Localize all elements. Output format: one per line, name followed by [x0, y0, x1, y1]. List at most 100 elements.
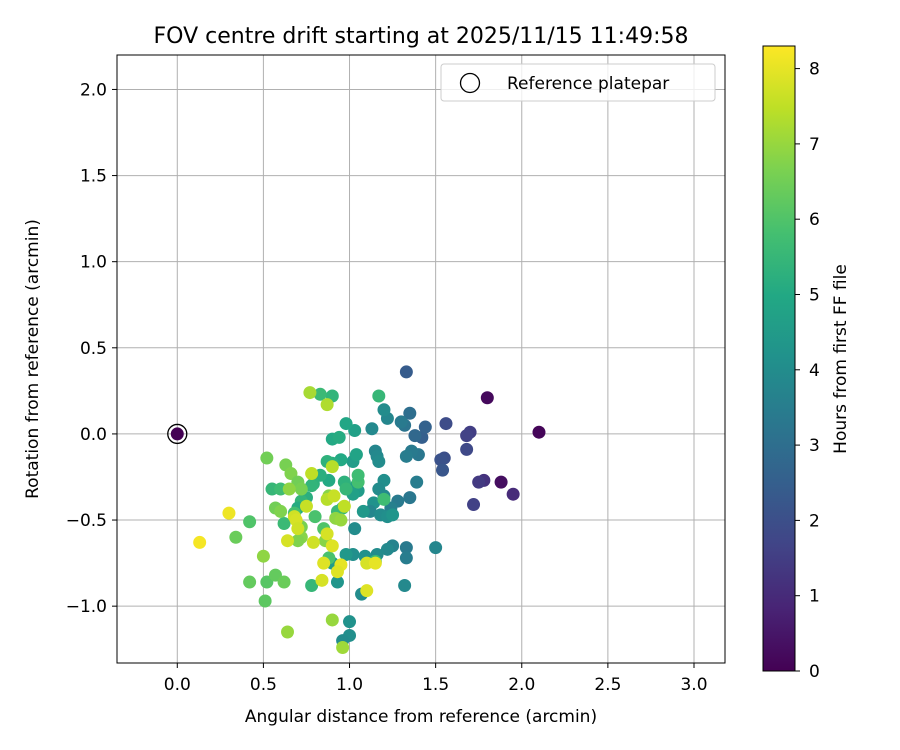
x-tick-label: 0.5 — [250, 675, 277, 695]
colorbar-tick-label: 1 — [809, 587, 820, 607]
data-point — [398, 578, 412, 592]
y-axis-ticks: −1.0 −0.5 0.0 0.5 1.0 1.5 2.0 — [66, 80, 117, 617]
colorbar-label: Hours from first FF file — [831, 264, 851, 454]
data-point — [313, 387, 327, 401]
colorbar-tick-label: 7 — [809, 135, 820, 155]
colorbar — [762, 45, 796, 672]
y-tick-label: 0.0 — [80, 425, 107, 445]
data-point — [351, 468, 365, 482]
legend: Reference platepar — [440, 63, 716, 102]
data-point — [274, 504, 288, 518]
data-point — [377, 403, 391, 417]
data-point — [356, 504, 370, 518]
x-axis-label: Angular distance from reference (arcmin) — [245, 707, 597, 727]
x-tick-label: 0.0 — [164, 675, 191, 695]
data-point — [394, 415, 408, 429]
data-point — [277, 516, 291, 530]
legend-reference-marker — [459, 72, 481, 94]
data-point — [281, 534, 295, 548]
x-tick-label: 2.0 — [508, 675, 535, 695]
legend-box — [440, 63, 716, 102]
data-point — [349, 448, 363, 462]
colorbar-tick-label: 8 — [809, 60, 820, 80]
data-point — [386, 508, 400, 522]
y-tick-label: −0.5 — [66, 511, 107, 531]
data-point — [436, 463, 450, 477]
reference-point-ring — [167, 423, 188, 445]
data-point — [372, 389, 386, 403]
data-point — [291, 522, 305, 536]
data-point — [258, 594, 272, 608]
data-point — [343, 615, 357, 629]
colorbar-tick-label: 2 — [809, 511, 820, 531]
data-point — [243, 515, 257, 529]
data-point — [460, 429, 474, 443]
data-point — [305, 467, 319, 481]
data-point — [339, 417, 353, 431]
data-point — [305, 578, 319, 592]
data-point — [260, 451, 274, 465]
x-axis-ticks: 0.0 0.5 1.0 1.5 2.0 2.5 3.0 — [164, 663, 708, 695]
data-point — [337, 499, 351, 513]
data-point — [403, 406, 417, 420]
data-point — [348, 522, 362, 536]
plot-frame — [116, 54, 726, 664]
data-point — [320, 398, 334, 412]
data-point — [325, 613, 339, 627]
data-point — [380, 542, 394, 556]
data-point — [330, 565, 344, 579]
data-point — [403, 491, 417, 505]
chart-title: FOV centre drift starting at 2025/11/15 … — [154, 24, 689, 49]
scatter-points — [193, 365, 546, 654]
y-tick-label: −1.0 — [66, 597, 107, 617]
reference-marker — [167, 423, 188, 445]
data-point — [339, 482, 353, 496]
data-point — [327, 489, 341, 503]
data-point — [243, 575, 257, 589]
data-point — [277, 575, 291, 589]
data-point — [291, 534, 305, 548]
y-axis-label: Rotation from reference (arcmin) — [23, 219, 43, 499]
data-point — [434, 453, 448, 467]
colorbar-tick-label: 0 — [809, 662, 820, 682]
data-point — [320, 527, 334, 541]
data-point — [339, 547, 353, 561]
colorbar-tick-label: 3 — [809, 436, 820, 456]
data-point — [305, 479, 319, 493]
data-point — [330, 575, 344, 589]
data-point — [377, 492, 391, 506]
data-point — [282, 482, 296, 496]
data-point — [325, 539, 339, 553]
data-point — [494, 475, 508, 489]
y-tick-label: 1.0 — [80, 253, 107, 273]
data-point — [308, 510, 322, 524]
x-tick-label: 3.0 — [680, 675, 707, 695]
colorbar-tick-label: 5 — [809, 285, 820, 305]
data-point — [315, 573, 329, 587]
data-point — [365, 422, 379, 436]
colorbar-ticks: 0 1 2 3 4 5 6 7 8 — [795, 60, 820, 682]
x-tick-label: 1.0 — [336, 675, 363, 695]
data-point — [229, 530, 243, 544]
data-point — [193, 535, 207, 549]
data-point — [472, 475, 486, 489]
data-point — [399, 449, 413, 463]
data-point — [480, 391, 494, 405]
data-point — [281, 625, 295, 639]
data-point — [360, 584, 374, 598]
data-point — [368, 556, 382, 570]
data-point — [410, 475, 424, 489]
data-point — [336, 640, 350, 654]
data-point — [372, 454, 386, 468]
data-point — [294, 482, 308, 496]
data-point — [429, 541, 443, 555]
data-point — [325, 460, 339, 474]
data-point — [399, 365, 413, 379]
data-point — [303, 386, 317, 400]
data-point — [460, 442, 474, 456]
legend-reference-label: Reference platepar — [507, 74, 669, 94]
data-point — [317, 556, 331, 570]
data-point — [418, 420, 432, 434]
data-point — [299, 499, 313, 513]
data-point — [332, 430, 346, 444]
